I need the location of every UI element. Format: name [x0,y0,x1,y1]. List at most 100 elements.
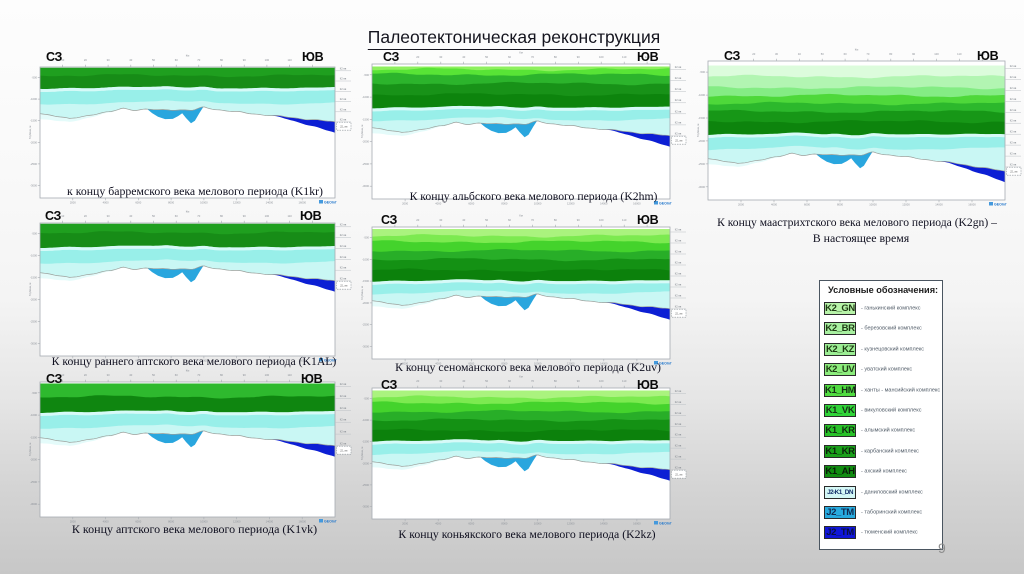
svg-text:J2_тм: J2_тм [340,449,348,453]
svg-text:8000: 8000 [168,520,174,524]
svg-text:-2500: -2500 [30,480,37,484]
svg-text:GEOInf: GEOInf [324,358,337,362]
svg-text:К2 вв: К2 вв [675,65,682,69]
svg-text:30: 30 [107,214,110,218]
svg-text:60: 60 [508,55,511,59]
svg-text:2000: 2000 [402,362,408,366]
svg-text:40: 40 [129,373,132,377]
svg-text:GEOInf: GEOInf [324,519,337,523]
svg-text:К2 вв: К2 вв [340,222,347,226]
svg-text:60: 60 [844,52,847,56]
svg-text:-1500: -1500 [698,116,705,120]
svg-text:2000: 2000 [70,520,76,524]
svg-text:12000: 12000 [902,203,910,207]
svg-text:4000: 4000 [435,522,441,526]
svg-text:120: 120 [645,55,650,59]
svg-text:90: 90 [243,373,246,377]
svg-text:К2 вв: К2 вв [675,109,682,113]
svg-text:К2 вв: К2 вв [340,107,347,111]
svg-text:-2500: -2500 [362,162,369,166]
svg-text:4000: 4000 [103,520,109,524]
svg-text:60: 60 [175,373,178,377]
svg-text:К2 вв: К2 вв [340,394,347,398]
svg-text:120: 120 [645,379,650,383]
svg-text:40: 40 [462,379,465,383]
svg-text:-3000: -3000 [30,341,37,345]
svg-text:К2 вв: К2 вв [675,466,682,470]
svg-text:-1000: -1000 [362,418,369,422]
svg-text:-3000: -3000 [30,502,37,506]
svg-text:К2 вв: К2 вв [675,422,682,426]
svg-text:-1000: -1000 [362,257,369,261]
svg-text:50: 50 [821,52,824,56]
svg-text:6000: 6000 [135,520,141,524]
svg-text:К2 вв: К2 вв [1010,97,1017,101]
svg-text:100: 100 [265,373,270,377]
svg-text:-2000: -2000 [362,301,369,305]
svg-text:16000: 16000 [633,362,641,366]
svg-text:К2 вв: К2 вв [340,406,347,410]
svg-text:100: 100 [599,55,604,59]
svg-text:К2 вв: К2 вв [675,120,682,124]
svg-text:К2 вв: К2 вв [675,444,682,448]
svg-text:К2 вв: К2 вв [1010,163,1017,167]
svg-text:К2 вв: К2 вв [675,272,682,276]
svg-text:Глубина, м: Глубина, м [696,124,700,138]
svg-text:-1000: -1000 [362,95,369,99]
svg-text:К2 вв: К2 вв [1010,130,1017,134]
svg-text:-1500: -1500 [362,440,369,444]
svg-text:-1500: -1500 [30,119,37,123]
svg-text:110: 110 [622,218,627,222]
svg-text:6000: 6000 [804,203,810,207]
svg-text:-500: -500 [32,76,38,80]
svg-text:40: 40 [462,55,465,59]
svg-text:4000: 4000 [435,202,441,206]
svg-text:8000: 8000 [168,359,174,363]
svg-text:14000: 14000 [266,201,274,205]
svg-text:90: 90 [577,55,580,59]
svg-text:-500: -500 [32,232,38,236]
svg-text:50: 50 [485,379,488,383]
svg-text:К2 вв: К2 вв [340,266,347,270]
svg-text:100: 100 [934,52,939,56]
svg-text:120: 120 [980,52,985,56]
svg-text:30: 30 [439,218,442,222]
svg-text:100: 100 [265,58,270,62]
svg-text:110: 110 [622,379,627,383]
svg-text:14000: 14000 [266,359,274,363]
svg-text:К2 вв: К2 вв [675,400,682,404]
svg-text:90: 90 [577,379,580,383]
svg-text:50: 50 [485,55,488,59]
svg-text:К2 вв: К2 вв [1010,108,1017,112]
svg-text:110: 110 [957,52,962,56]
svg-text:4000: 4000 [103,359,109,363]
svg-text:-2000: -2000 [30,140,37,144]
svg-text:GEOInf: GEOInf [659,521,672,525]
svg-text:К2 вв: К2 вв [340,382,347,386]
svg-text:40: 40 [798,52,801,56]
svg-text:10000: 10000 [534,202,542,206]
svg-text:Км: Км [186,54,190,58]
svg-text:10000: 10000 [534,362,542,366]
svg-text:16000: 16000 [298,201,306,205]
svg-text:40: 40 [129,214,132,218]
svg-text:J2_тм: J2_тм [1010,170,1018,174]
svg-text:12000: 12000 [233,201,241,205]
svg-text:80: 80 [554,218,557,222]
svg-text:-3000: -3000 [362,345,369,349]
svg-text:90: 90 [912,52,915,56]
svg-text:К2 вв: К2 вв [1010,141,1017,145]
svg-text:-1500: -1500 [30,435,37,439]
svg-text:16000: 16000 [633,522,641,526]
svg-text:-3000: -3000 [362,505,369,509]
svg-text:К2 вв: К2 вв [675,76,682,80]
svg-text:К2 вв: К2 вв [675,239,682,243]
svg-text:-1500: -1500 [30,276,37,280]
svg-text:6000: 6000 [468,522,474,526]
svg-text:10: 10 [61,214,64,218]
svg-text:Глубина, м: Глубина, м [28,283,32,297]
svg-text:70: 70 [531,379,534,383]
svg-text:8000: 8000 [837,203,843,207]
svg-text:К2 вв: К2 вв [340,418,347,422]
svg-text:16000: 16000 [633,202,641,206]
